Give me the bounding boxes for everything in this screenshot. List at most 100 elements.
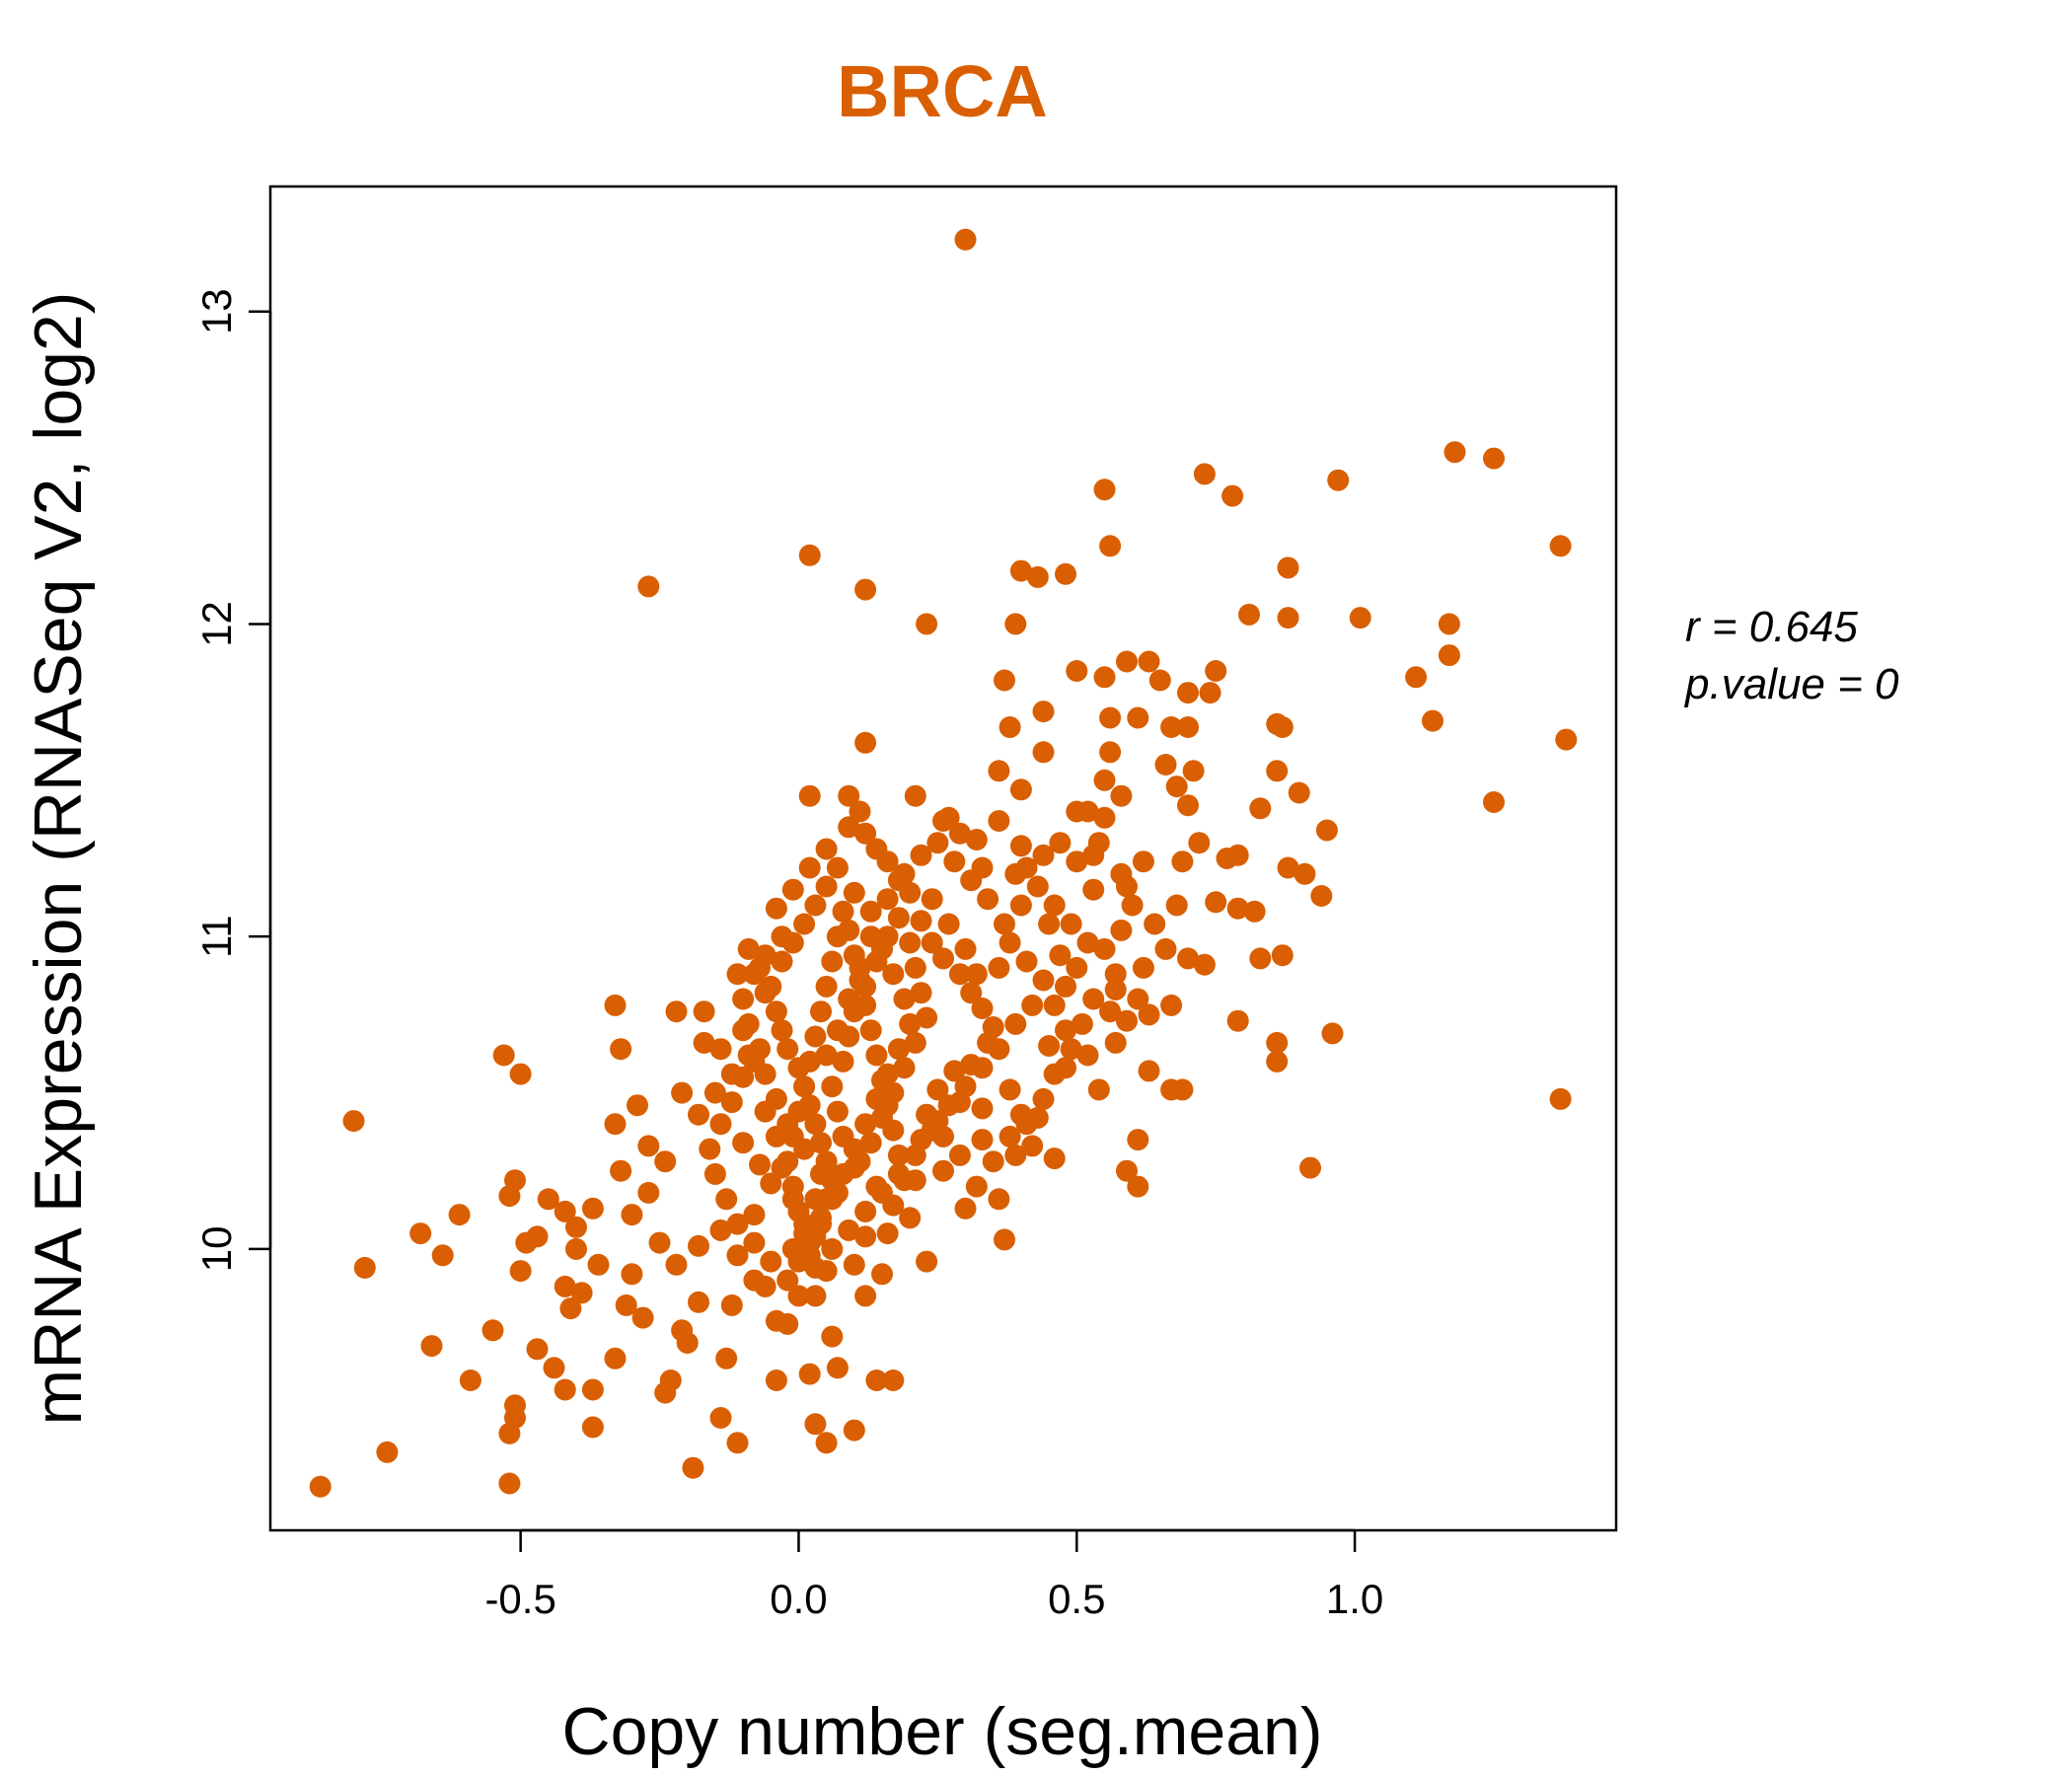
data-point (1438, 644, 1460, 667)
data-point (765, 1369, 787, 1391)
y-tick-label: 10 (193, 1226, 240, 1273)
data-point (665, 1253, 688, 1276)
data-point (1182, 760, 1205, 782)
data-point (581, 1197, 604, 1220)
data-point (765, 1000, 787, 1023)
data-point (610, 1159, 632, 1182)
y-tick-label: 12 (193, 601, 240, 647)
data-point (1032, 969, 1055, 992)
data-point (932, 1125, 954, 1147)
data-point (798, 544, 821, 566)
data-point (743, 1231, 766, 1254)
data-point (826, 1100, 849, 1123)
data-point (937, 806, 960, 829)
data-point (849, 956, 871, 979)
data-point (709, 1219, 732, 1241)
data-point (1288, 781, 1310, 804)
data-point (815, 1044, 838, 1067)
data-point (1310, 885, 1333, 907)
data-point (537, 1188, 559, 1211)
data-point (965, 1175, 988, 1198)
data-point (604, 1113, 627, 1136)
data-point (726, 963, 749, 986)
data-point (1315, 819, 1338, 842)
data-point (1043, 1147, 1066, 1170)
data-point (871, 1263, 893, 1286)
data-point (615, 1294, 637, 1316)
data-point (1116, 1159, 1138, 1182)
data-point (999, 1125, 1021, 1147)
data-point (1116, 1009, 1138, 1032)
y-tick-label: 13 (193, 288, 240, 334)
data-point (1221, 484, 1244, 507)
data-point (887, 907, 910, 929)
data-point (1193, 953, 1216, 976)
data-point (994, 1228, 1015, 1251)
data-point (954, 1075, 977, 1098)
data-point (1026, 565, 1049, 588)
data-point (899, 1207, 922, 1229)
data-point (760, 1172, 782, 1195)
data-point (765, 897, 787, 920)
data-point (798, 1231, 821, 1254)
data-point (926, 832, 949, 854)
data-point (1266, 1031, 1289, 1054)
data-point (526, 1338, 549, 1361)
data-point (637, 1181, 660, 1204)
data-point (838, 988, 860, 1010)
data-point (798, 856, 821, 879)
data-point (804, 1413, 827, 1436)
data-point (688, 1234, 709, 1257)
data-point (703, 1081, 726, 1104)
data-point (1422, 709, 1443, 732)
data-point (882, 963, 905, 986)
data-point (665, 1000, 688, 1023)
data-point (781, 1188, 804, 1211)
data-point (1193, 463, 1216, 485)
data-point (943, 851, 966, 873)
data-point (887, 1144, 910, 1166)
data-point (793, 1138, 816, 1160)
data-point (1015, 950, 1038, 973)
data-point (859, 1019, 882, 1042)
data-point (1076, 800, 1099, 823)
data-point (459, 1369, 481, 1391)
data-point (1154, 754, 1177, 776)
data-point (1127, 988, 1149, 1010)
data-point (943, 1060, 966, 1082)
data-point (1087, 832, 1110, 854)
data-point (843, 1138, 865, 1160)
data-point (1205, 660, 1227, 682)
data-point (604, 1347, 627, 1369)
data-point (581, 1416, 604, 1439)
data-point (1549, 535, 1572, 557)
data-point (916, 1006, 938, 1029)
data-point (627, 1094, 648, 1117)
data-point (509, 1260, 532, 1283)
data-point (887, 1162, 910, 1185)
x-tick-label: 0.5 (1048, 1576, 1105, 1622)
data-point (515, 1231, 538, 1254)
x-tick-label: 1.0 (1326, 1576, 1383, 1622)
data-point (982, 1150, 1004, 1173)
data-point (798, 1363, 821, 1385)
data-point (1055, 975, 1076, 998)
data-point (1132, 851, 1154, 873)
data-point (720, 1294, 743, 1316)
data-point (865, 1044, 888, 1067)
data-point (699, 1138, 721, 1160)
data-point (1271, 716, 1294, 738)
data-point (937, 913, 960, 935)
data-point (910, 844, 932, 866)
data-point (865, 1087, 888, 1110)
data-point (1349, 607, 1371, 629)
data-point (754, 1275, 777, 1297)
data-point (882, 1369, 905, 1391)
data-point (1443, 441, 1466, 464)
data-point (1405, 666, 1428, 689)
data-point (504, 1169, 526, 1192)
data-point (982, 1016, 1004, 1038)
data-point (1299, 1156, 1321, 1179)
data-point (899, 931, 922, 954)
data-point (1266, 1050, 1289, 1073)
